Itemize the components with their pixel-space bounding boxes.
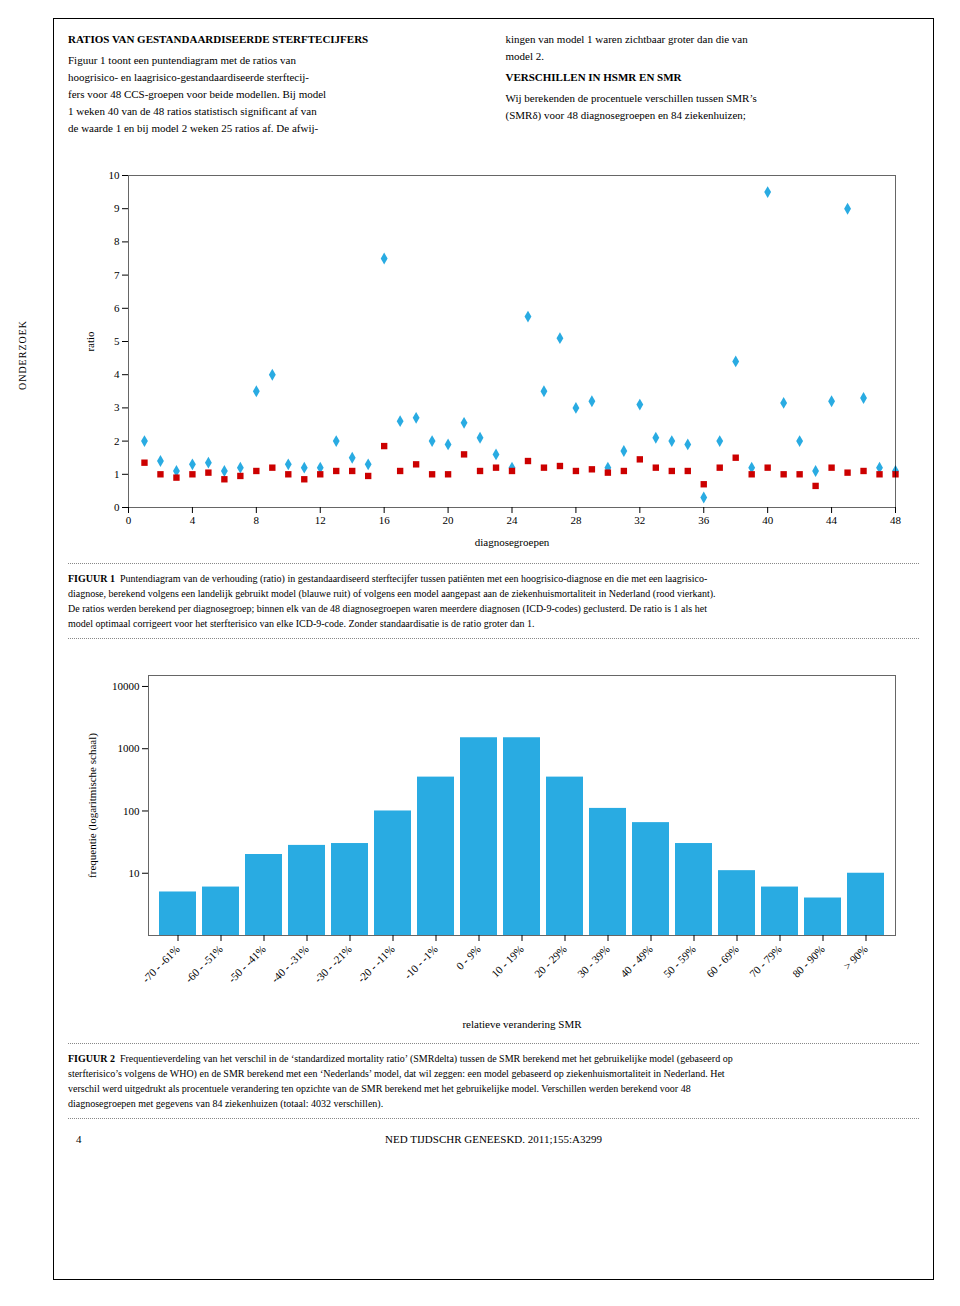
svg-text:-50 - -41%: -50 - -41% (226, 943, 268, 985)
svg-text:0: 0 (126, 514, 132, 526)
svg-text:30 - 39%: 30 - 39% (575, 943, 612, 980)
svg-text:4: 4 (190, 514, 196, 526)
svg-text:3: 3 (114, 401, 120, 413)
svg-text:-70 - -61%: -70 - -61% (140, 943, 182, 985)
html-text:4: 4 (76, 1133, 82, 1145)
html-text:RATIOS VAN GESTANDAARDISEERDE: RATIOS VAN GESTANDAARDISEERDE STERFTECIJ… (68, 33, 369, 45)
svg-text:1000: 1000 (118, 742, 141, 754)
svg-text:6: 6 (114, 302, 120, 314)
html-text:FIGUUR 1 Puntendiagram van de: FIGUUR 1 Puntendiagram van de verhouding… (68, 573, 716, 629)
svg-text:diagnosegroepen: diagnosegroepen (475, 536, 550, 548)
svg-text:10: 10 (109, 169, 121, 181)
html-text:VERSCHILLEN IN HSMR EN SMR: VERSCHILLEN IN HSMR EN SMR (505, 71, 682, 84)
svg-text:-10 - -1%: -10 - -1% (402, 943, 440, 981)
svg-text:0 - 9%: 0 - 9% (454, 943, 483, 972)
svg-text:40: 40 (762, 514, 774, 526)
svg-text:24: 24 (507, 514, 519, 526)
svg-text:50 - 59%: 50 - 59% (661, 943, 698, 980)
html-text:FIGUUR 2 Frequentieverdeling v: FIGUUR 2 Frequentieverdeling van het ver… (68, 1053, 733, 1109)
svg-text:2: 2 (114, 435, 120, 447)
html-text:Figuur 1 toont een puntendiagr: Figuur 1 toont een puntendiagram met de … (68, 54, 327, 135)
svg-text:44: 44 (826, 514, 838, 526)
svg-text:relatieve verandering SMR: relatieve verandering SMR (462, 1018, 582, 1030)
svg-text:80 - 90%: 80 - 90% (790, 943, 827, 980)
svg-text:48: 48 (890, 514, 902, 526)
svg-text:> 90%: > 90% (841, 943, 870, 972)
svg-text:10 - 19%: 10 - 19% (489, 943, 526, 980)
svg-text:16: 16 (379, 514, 391, 526)
svg-text:20: 20 (443, 514, 455, 526)
svg-text:-20 - -11%: -20 - -11% (355, 943, 397, 985)
svg-text:20 - 29%: 20 - 29% (532, 943, 569, 980)
svg-text:32: 32 (634, 514, 645, 526)
svg-text:0: 0 (114, 501, 120, 513)
svg-text:ratio: ratio (84, 331, 96, 352)
html-text:kingen van model 1 waren zicht: kingen van model 1 waren zichtbaar grote… (505, 33, 748, 62)
svg-text:10: 10 (129, 867, 141, 879)
svg-text:-30 - -21%: -30 - -21% (312, 943, 354, 985)
svg-text:100: 100 (123, 805, 140, 817)
svg-text:9: 9 (114, 202, 120, 214)
svg-text:-60 - -51%: -60 - -51% (183, 943, 225, 985)
html-text:NED TIJDSCHR GENEESKD. 2011;15: NED TIJDSCHR GENEESKD. 2011;155:A3299 (385, 1133, 602, 1145)
svg-text:1: 1 (114, 468, 120, 480)
svg-text:8: 8 (254, 514, 260, 526)
svg-text:60 - 69%: 60 - 69% (704, 943, 741, 980)
svg-text:70 - 79%: 70 - 79% (747, 943, 784, 980)
html-text:Wij berekenden de procentuele: Wij berekenden de procentuele verschille… (505, 92, 757, 122)
svg-text:36: 36 (698, 514, 710, 526)
svg-text:12: 12 (315, 514, 326, 526)
svg-text:8: 8 (114, 235, 120, 247)
svg-text:-40 - -31%: -40 - -31% (269, 943, 311, 985)
svg-text:28: 28 (570, 514, 582, 526)
svg-text:4: 4 (114, 368, 120, 380)
svg-text:10000: 10000 (112, 680, 140, 692)
svg-text:frequentie (logaritmische scha: frequentie (logaritmische schaal) (86, 733, 99, 878)
html-text:ONDERZOEK: ONDERZOEK (16, 319, 28, 391)
svg-text:7: 7 (114, 269, 120, 281)
svg-text:5: 5 (114, 335, 120, 347)
svg-text:40 - 49%: 40 - 49% (618, 943, 655, 980)
